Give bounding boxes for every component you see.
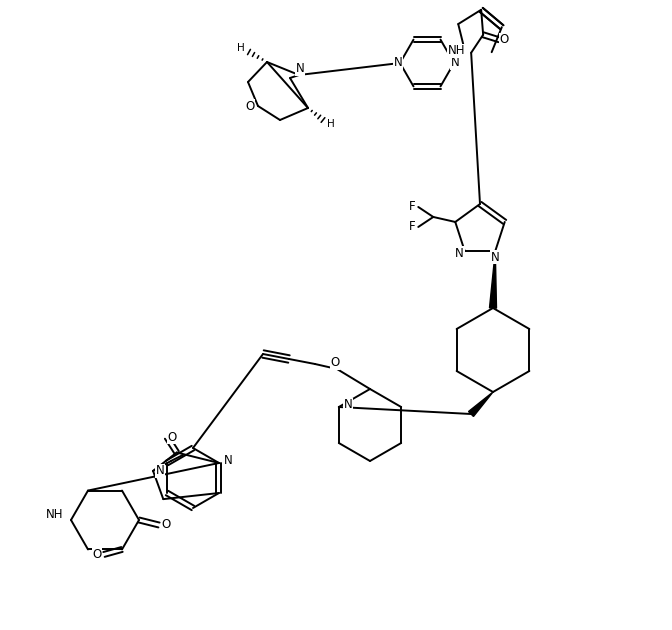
Text: O: O	[499, 33, 509, 46]
Text: N: N	[491, 251, 500, 263]
Text: N: N	[156, 464, 165, 478]
Text: O: O	[167, 431, 177, 444]
Text: F: F	[409, 200, 415, 214]
Text: N: N	[296, 62, 304, 76]
Text: H: H	[237, 43, 245, 53]
Text: N: N	[456, 246, 464, 260]
Text: O: O	[92, 548, 101, 561]
Text: N: N	[344, 399, 353, 411]
Polygon shape	[489, 251, 497, 308]
Text: F: F	[409, 220, 415, 234]
Text: O: O	[161, 518, 171, 532]
Text: NH: NH	[46, 508, 63, 522]
Text: O: O	[331, 357, 339, 370]
Text: N: N	[451, 57, 460, 69]
Text: O: O	[245, 100, 255, 113]
Polygon shape	[468, 392, 493, 416]
Text: NH: NH	[448, 44, 465, 57]
Text: N: N	[394, 57, 403, 69]
Text: H: H	[327, 119, 335, 129]
Text: N: N	[224, 454, 233, 466]
